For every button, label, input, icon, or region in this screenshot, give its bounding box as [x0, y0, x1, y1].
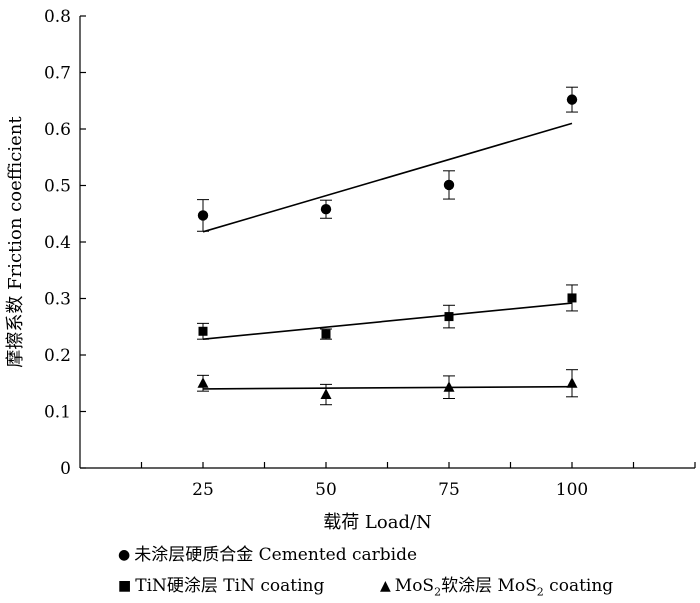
legend-label-mos2-c: coating: [543, 576, 614, 596]
data-point-circle: [320, 204, 332, 215]
x-tick-label: 50: [315, 480, 337, 500]
y-tick-label: 0.4: [44, 233, 71, 253]
trend-line: [202, 122, 573, 233]
series-triangle: [197, 369, 578, 406]
y-tick-label: 0.3: [44, 290, 71, 310]
y-tick-label: 0.6: [44, 120, 71, 140]
y-tick-label: 0.1: [44, 403, 71, 423]
y-tick-label: 0.5: [44, 177, 71, 197]
data-point-square: [444, 312, 454, 322]
legend-label-tin: TiN硬涂层 TiN coating: [135, 576, 325, 596]
data-point-square: [321, 329, 331, 339]
series-circle: [197, 86, 578, 233]
legend-item-mos2: ▲ MoS2软涂层 MoS2 coating: [380, 576, 613, 602]
x-axis-label: 载荷 Load/N: [323, 512, 432, 533]
axes: 0 0.1 0.2 0.3 0.4 0.5 0.6 0.7 0.8 25 50 75 100 载荷 Loa…: [5, 7, 696, 533]
data-point-square: [567, 293, 577, 303]
triangle-marker-icon: ▲: [380, 578, 391, 594]
data-point-circle: [443, 179, 455, 191]
x-tick-label: 25: [192, 480, 214, 500]
x-tick-label: 75: [438, 480, 460, 500]
legend-item-carbide: ● 未涂层硬质合金 Cemented carbide: [118, 545, 417, 565]
y-tick-label: 0: [60, 459, 71, 479]
trend-line: [202, 385, 573, 390]
y-tick-label: 0.8: [44, 7, 71, 27]
y-axis-label: 摩擦系数 Friction coefficient: [5, 116, 26, 368]
circle-marker-icon: ●: [118, 547, 131, 563]
data-point-triangle: [566, 377, 578, 388]
legend-item-tin: ■ TiN硬涂层 TiN coating: [118, 576, 324, 596]
series-square: [197, 284, 578, 340]
legend-sub-mos2-b: 2: [536, 585, 544, 599]
legend-sub-mos2-a: 2: [434, 585, 442, 599]
series-layer: [197, 86, 578, 406]
data-point-square: [198, 326, 208, 336]
trend-line: [202, 302, 573, 340]
data-point-triangle: [197, 377, 209, 388]
data-point-triangle: [443, 381, 455, 392]
y-tick-label: 0.2: [44, 346, 71, 366]
x-tick-label: 100: [556, 480, 588, 500]
data-point-circle: [197, 210, 209, 221]
data-point-triangle: [320, 388, 332, 400]
legend-label-carbide: 未涂层硬质合金 Cemented carbide: [134, 545, 418, 565]
legend-label-mos2-a: MoS: [394, 576, 435, 596]
y-tick-label: 0.7: [44, 64, 71, 84]
data-point-circle: [566, 94, 578, 105]
friction-chart: 0 0.1 0.2 0.3 0.4 0.5 0.6 0.7 0.8 25 50 75 100 载荷 Loa…: [5, 7, 696, 533]
legend-label-mos2-b: 软涂层 MoS: [441, 576, 537, 596]
square-marker-icon: ■: [118, 578, 132, 594]
